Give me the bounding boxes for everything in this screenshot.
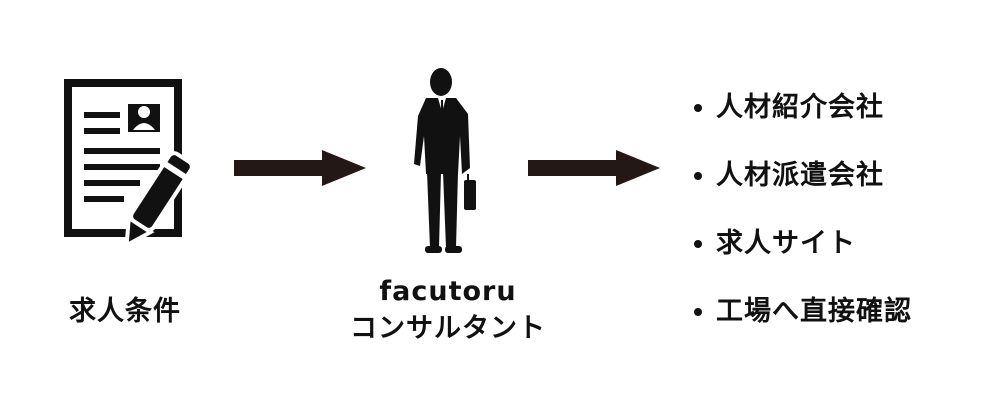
businessman-silhouette-icon — [414, 68, 476, 253]
list-item-label: 人材紹介会社 — [716, 92, 884, 123]
bullet-icon — [694, 240, 702, 248]
list-item-label: 工場へ直接確認 — [716, 296, 912, 327]
bullet-icon — [694, 308, 702, 316]
center-label-line2: コンサルタント — [350, 313, 546, 344]
document-with-pen-icon — [64, 79, 194, 249]
destination-list: 人材紹介会社 人材派遣会社 求人サイト 工場へ直接確認 — [694, 91, 912, 329]
list-item: 人材派遣会社 — [694, 159, 912, 193]
list-item-label: 人材派遣会社 — [716, 160, 884, 191]
left-label: 求人条件 — [69, 296, 181, 327]
bullet-icon — [694, 104, 702, 112]
list-item: 工場へ直接確認 — [694, 295, 912, 329]
bullet-icon — [694, 172, 702, 180]
arrow-right-icon — [234, 150, 366, 186]
arrow-right-icon — [528, 150, 660, 186]
center-label-line1: facutoru — [379, 276, 517, 307]
list-item: 求人サイト — [694, 227, 912, 261]
list-item-label: 求人サイト — [716, 228, 856, 259]
list-item: 人材紹介会社 — [694, 91, 912, 125]
